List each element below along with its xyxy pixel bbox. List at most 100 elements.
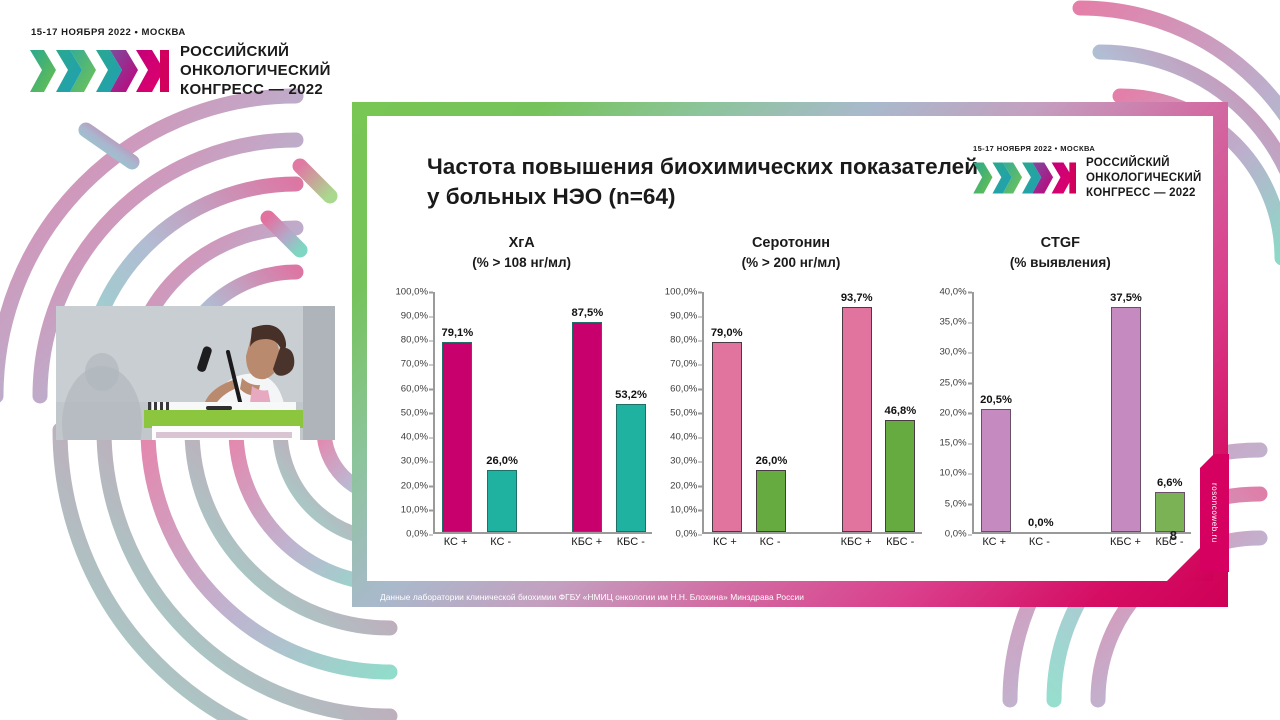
bar-slot: 6,6% — [1148, 292, 1191, 532]
bar-fill — [616, 404, 647, 532]
bar-fill — [442, 342, 473, 532]
logo-line-3: КОНГРЕСС — 2022 — [180, 81, 324, 99]
bar-value-label: 53,2% — [615, 389, 647, 402]
plot-frame: 79,0% 26,0% 93,7% 46,8% — [702, 291, 922, 534]
bar[interactable]: 6,6% — [1154, 477, 1185, 532]
website-side-tab[interactable]: rosoncoweb.ru — [1200, 454, 1229, 572]
slide-logo-line-2: ОНКОЛОГИЧЕСКИЙ — [1086, 171, 1202, 184]
y-axis-tick: 30,0% — [939, 346, 972, 358]
x-axis-label: КС - — [1028, 536, 1050, 548]
logo-date-line: 15-17 НОЯБРЯ 2022 • МОСКВА — [31, 27, 186, 38]
bar-fill — [487, 469, 518, 532]
y-axis-tick: 70,0% — [670, 358, 703, 370]
x-axis-label: КС + — [443, 536, 468, 548]
y-axis-tick: 90,0% — [670, 310, 703, 322]
y-axis-tick: 25,0% — [939, 377, 972, 389]
bar[interactable]: 79,0% — [711, 327, 743, 532]
y-axis-tick: 10,0% — [939, 467, 972, 479]
y-axis-tick: 0,0% — [406, 528, 433, 540]
chart-subtitle: (% > 108 нг/мл) — [472, 254, 572, 270]
y-axis-tick: 80,0% — [400, 334, 434, 346]
x-axis-label: КБС + — [571, 536, 603, 548]
y-axis-tick: 40,0% — [939, 286, 972, 298]
website-url-text: rosoncoweb.ru — [1210, 483, 1219, 543]
bar-slot: 26,0% — [480, 292, 525, 532]
bar-value-label: 79,0% — [710, 327, 743, 340]
y-axis-tick: 60,0% — [670, 383, 703, 395]
bar[interactable]: 87,5% — [571, 307, 603, 532]
bar-group: 79,0% 26,0% 93,7% 46,8% — [704, 292, 921, 532]
y-axis-tick: 30,0% — [670, 455, 703, 467]
bar-slot: 37,5% — [1104, 292, 1149, 532]
x-axis-label: КБС - — [616, 536, 645, 548]
bar-fill — [756, 469, 787, 532]
charts-container: ХгА (% > 108 нг/мл) 0,0% 10,0% 20,0% 30,0% 40,… — [387, 234, 1195, 564]
logo-row: РОССИЙСКИЙ ОНКОЛОГИЧЕСКИЙ КОНГРЕСС — 202… — [30, 42, 331, 100]
y-axis-tick: 10,0% — [400, 504, 434, 516]
bar-value-label: 37,5% — [1110, 291, 1142, 304]
bar-value-label: 79,1% — [441, 327, 474, 339]
bar[interactable]: 26,0% — [486, 455, 518, 532]
bar[interactable]: 93,7% — [841, 292, 873, 532]
bar[interactable]: 53,2% — [615, 389, 647, 532]
xxvi-roman-mark-icon — [973, 162, 1076, 194]
slide-canvas: Частота повышения биохимических показате… — [367, 116, 1213, 581]
bar-value-label: 20,5% — [980, 393, 1012, 406]
bar-group: 20,5% 0,0% 37,5% 6,6% — [974, 292, 1191, 532]
chart-subtitle: (% > 200 нг/мл) — [741, 254, 841, 270]
bar-group: 79,1% 26,0% 87,5% 53,2% — [435, 292, 652, 532]
y-axis-tick: 90,0% — [400, 310, 434, 322]
chart-header: ХгА (% > 108 нг/мл) — [387, 234, 656, 272]
bar-gap — [525, 292, 565, 532]
bar[interactable]: 37,5% — [1110, 292, 1142, 532]
bar[interactable]: 46,8% — [884, 405, 916, 532]
x-axis-label: КБС + — [840, 536, 872, 548]
x-axis-label: КБС - — [1155, 536, 1184, 548]
bar[interactable]: 20,5% — [980, 394, 1012, 532]
bar-fill — [841, 306, 872, 532]
y-axis-tick: 10,0% — [670, 504, 703, 516]
bar-value-label: 6,6% — [1156, 477, 1183, 490]
bar[interactable]: 79,1% — [442, 327, 473, 532]
chart-header: Серотонин (% > 200 нг/мл) — [656, 234, 925, 272]
chart-3: CTGF (% выявления) 0,0% 5,0% 10,0% 15,0% 20,0%… — [926, 234, 1195, 564]
bar-fill — [1111, 306, 1142, 532]
slide-page-number: 8 — [1169, 528, 1177, 543]
bar-value-label: 93,7% — [840, 291, 873, 304]
bar-value-label: 26,0% — [486, 454, 518, 467]
slide-logo-wordmark: РОССИЙСКИЙ ОНКОЛОГИЧЕСКИЙ КОНГРЕСС — 202… — [1086, 156, 1202, 201]
plot-area: 0,0% 10,0% 20,0% 30,0% 40,0% 50,0% 60,0% 70,0% 8… — [387, 284, 656, 564]
bar-value-label: 0,0% — [1028, 517, 1054, 529]
bar-slot: 0,0% — [1018, 292, 1063, 532]
y-axis-tick: 20,0% — [939, 407, 972, 419]
y-axis-tick: 50,0% — [400, 407, 434, 419]
slide-logo-row: РОССИЙСКИЙ ОНКОЛОГИЧЕСКИЙ КОНГРЕСС — 202… — [972, 156, 1202, 201]
bar-slot: 46,8% — [879, 292, 922, 532]
bar-slot: 79,0% — [704, 292, 749, 532]
chart-title: Серотонин — [751, 235, 831, 251]
slide-logo-line-1: РОССИЙСКИЙ — [1086, 157, 1170, 169]
y-axis-tick: 20,0% — [400, 480, 434, 492]
chart-2: Серотонин (% > 200 нг/мл) 0,0% 10,0% 20,0% 30… — [656, 234, 925, 564]
y-axis-tick: 40,0% — [400, 431, 434, 443]
chart-subtitle: (% выявления) — [1009, 254, 1111, 270]
speaker-photo — [56, 306, 335, 440]
y-axis-tick: 0,0% — [944, 528, 972, 540]
slide-logo-date-line: 15-17 НОЯБРЯ 2022 • МОСКВА — [973, 144, 1096, 153]
x-axis-label: КС + — [713, 536, 737, 548]
bar-slot: 93,7% — [834, 292, 879, 532]
slide-footer-source: Данные лаборатории клинической биохимии … — [380, 592, 804, 602]
bar[interactable]: 26,0% — [756, 455, 787, 532]
bar-fill — [885, 419, 916, 532]
logo-line-2: ОНКОЛОГИЧЕСКИЙ — [180, 62, 331, 80]
logo-line-1: РОССИЙСКИЙ — [180, 43, 290, 60]
chart-title: ХгА — [508, 235, 535, 251]
x-axis: КС + КС - КБС + КБС - — [433, 536, 652, 558]
y-axis-tick: 80,0% — [670, 334, 703, 346]
bar-gap — [1063, 292, 1103, 532]
y-axis-tick: 0,0% — [675, 528, 703, 540]
bar-value-label: 46,8% — [884, 404, 917, 417]
speaker-video-thumbnail[interactable] — [56, 306, 335, 440]
slide-title: Частота повышения биохимических показате… — [427, 154, 979, 209]
